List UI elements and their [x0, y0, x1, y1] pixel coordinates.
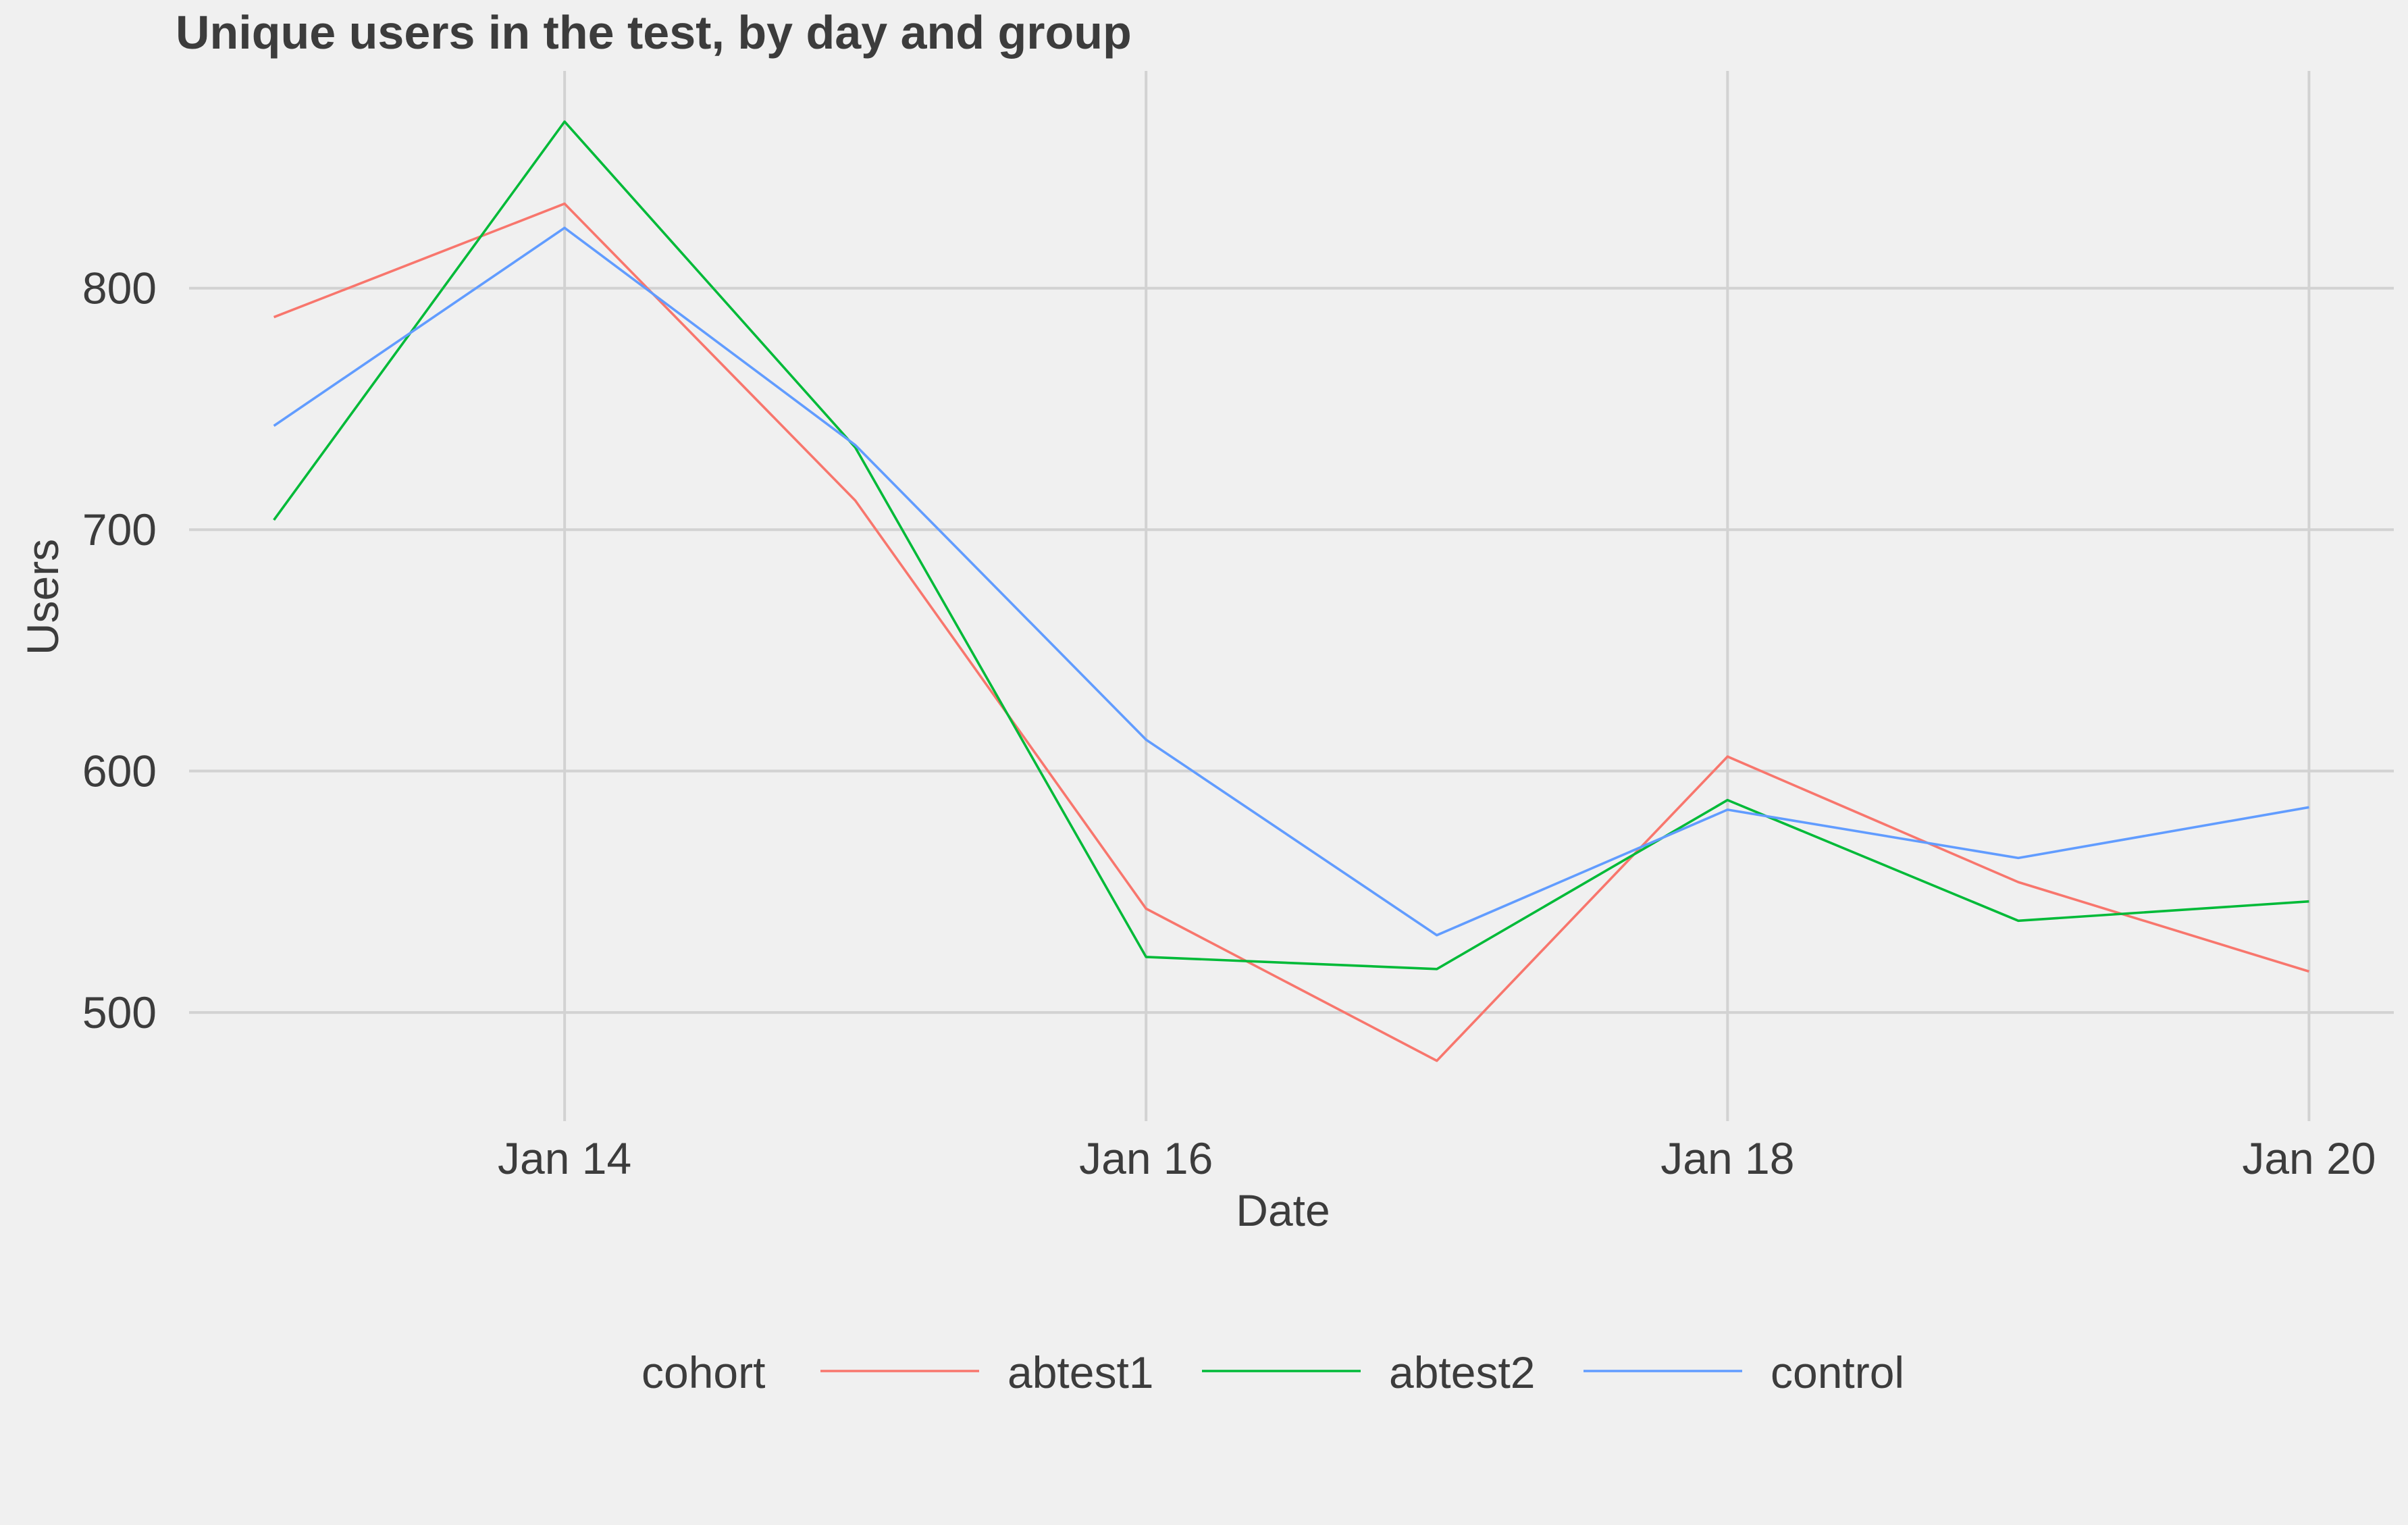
y-tick-label: 500	[82, 987, 157, 1037]
grid-lines	[189, 71, 2394, 1121]
x-tick-label: Jan 16	[1079, 1133, 1213, 1183]
x-tick-label: Jan 14	[498, 1133, 631, 1183]
x-tick-label: Jan 20	[2242, 1133, 2376, 1183]
legend: cohort abtest1 abtest2 control	[642, 1347, 1904, 1397]
legend-title: cohort	[642, 1347, 765, 1397]
legend-items: abtest1 abtest2 control	[820, 1347, 1904, 1397]
x-axis-title: Date	[1236, 1185, 1330, 1235]
legend-label-control: control	[1771, 1347, 1904, 1397]
series-line-control	[273, 226, 2309, 937]
chart-title: Unique users in the test, by day and gro…	[176, 6, 1132, 59]
y-tick-label: 800	[82, 263, 157, 313]
legend-label-abtest2: abtest2	[1389, 1347, 1536, 1397]
series-line-abtest1	[273, 202, 2309, 1062]
x-axis-ticks: Jan 14 Jan 16 Jan 18 Jan 20	[498, 1133, 2376, 1183]
x-tick-label: Jan 18	[1660, 1133, 1794, 1183]
y-axis-ticks: 500 600 700 800	[82, 263, 157, 1037]
series-lines	[273, 120, 2309, 1062]
series-line-abtest2	[273, 120, 2309, 971]
y-tick-label: 700	[82, 505, 157, 554]
y-axis-title: Users	[18, 539, 68, 655]
legend-label-abtest1: abtest1	[1007, 1347, 1154, 1397]
y-tick-label: 600	[82, 746, 157, 796]
